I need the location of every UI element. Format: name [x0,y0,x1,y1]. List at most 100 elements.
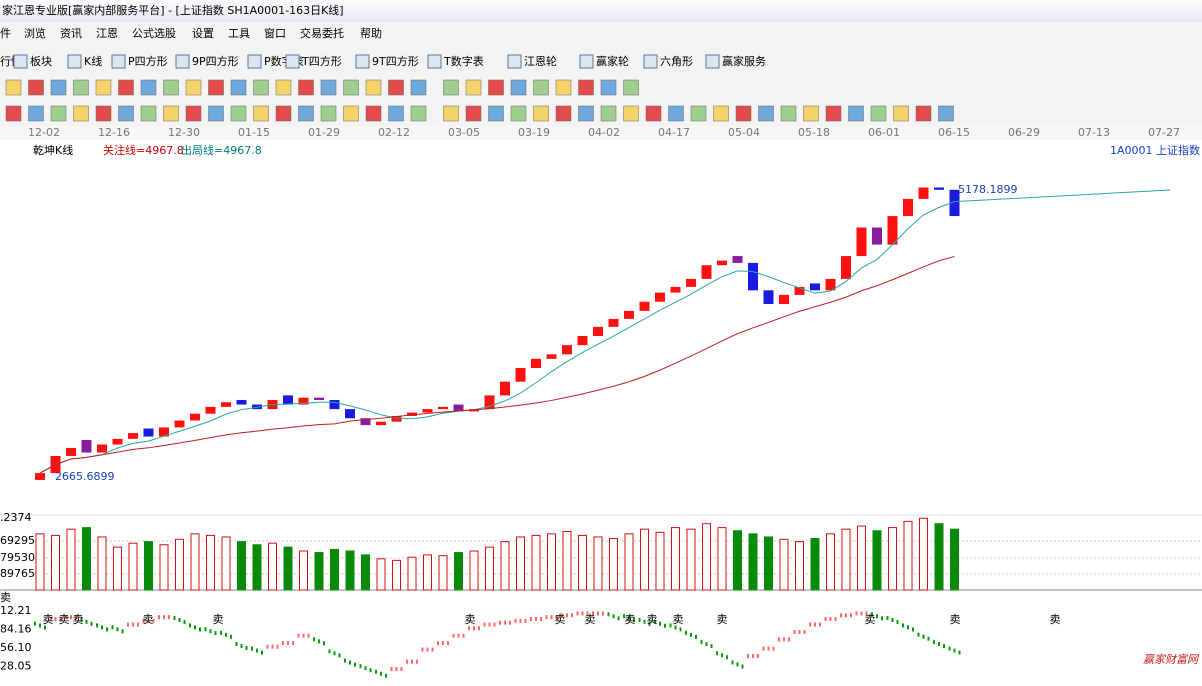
tool-icon[interactable] [643,54,658,69]
tool-icon[interactable] [410,105,427,122]
tool-icon[interactable] [118,79,134,96]
tool-icon[interactable] [780,105,797,122]
tool-icon[interactable] [118,105,134,122]
tool-icon[interactable] [275,105,292,122]
tool-icon[interactable] [735,105,752,122]
tool-icon[interactable] [67,54,82,69]
menu-item[interactable]: 资讯 [60,27,82,40]
tool-icon[interactable] [365,79,382,96]
tool-icon[interactable] [230,105,247,122]
tool-button[interactable]: 六角形 [660,55,693,68]
menu-item[interactable]: 设置 [192,27,214,40]
tool-icon[interactable] [320,79,337,96]
tool-button[interactable]: 板块 [30,54,52,68]
tool-icon[interactable] [938,105,954,122]
tool-icon[interactable] [507,54,522,69]
tool-icon[interactable] [163,79,179,96]
tool-icon[interactable] [73,105,89,122]
tool-icon[interactable] [388,105,404,122]
tool-icon[interactable] [915,105,932,122]
menu-item[interactable]: 浏览 [24,26,46,40]
tool-icon[interactable] [163,105,179,122]
tool-icon[interactable] [5,79,22,96]
tool-icon[interactable] [388,79,404,96]
tool-button[interactable]: T数字表 [443,54,484,68]
tool-button[interactable]: 赢家服务 [722,54,766,68]
tool-icon[interactable] [185,105,202,122]
tool-icon[interactable] [825,105,842,122]
tool-icon[interactable] [578,105,594,122]
menu-item[interactable]: 工具 [228,27,250,40]
tool-icon[interactable] [893,105,909,122]
tool-icon[interactable] [253,105,269,122]
tool-icon[interactable] [50,79,67,96]
tool-icon[interactable] [668,105,684,122]
tool-icon[interactable] [13,54,28,69]
tool-icon[interactable] [50,105,67,122]
tool-icon[interactable] [600,79,617,96]
tool-icon[interactable] [870,105,887,122]
tool-icon[interactable] [578,79,594,96]
tool-icon[interactable] [533,79,549,96]
tool-icon[interactable] [510,79,527,96]
menu-item[interactable]: 江恩 [96,27,118,40]
tool-button[interactable]: T四方形 [301,54,342,68]
tool-icon[interactable] [488,105,504,122]
tool-icon[interactable] [343,105,359,122]
tool-icon[interactable] [579,54,594,69]
tool-icon[interactable] [443,79,459,96]
tool-icon[interactable] [555,105,572,122]
tool-icon[interactable] [427,54,442,69]
menu-item[interactable]: 件 [0,27,11,40]
tool-icon[interactable] [713,105,729,122]
tool-icon[interactable] [208,79,224,96]
tool-button[interactable]: 赢家轮 [596,54,629,68]
tool-icon[interactable] [185,79,202,96]
tool-icon[interactable] [465,79,482,96]
tool-icon[interactable] [140,105,157,122]
tool-icon[interactable] [510,105,527,122]
menu-item[interactable]: 交易委托 [300,26,344,40]
tool-button[interactable]: 9P四方形 [192,54,239,68]
tool-icon[interactable] [533,105,549,122]
tool-icon[interactable] [465,105,482,122]
tool-icon[interactable] [111,54,126,69]
tool-icon[interactable] [848,105,864,122]
tool-icon[interactable] [28,79,44,96]
tool-icon[interactable] [600,105,617,122]
tool-icon[interactable] [95,79,112,96]
tool-icon[interactable] [275,79,292,96]
tool-icon[interactable] [230,79,247,96]
tool-icon[interactable] [365,105,382,122]
tool-icon[interactable] [247,54,262,69]
tool-icon[interactable] [140,79,157,96]
tool-icon[interactable] [645,105,662,122]
tool-button[interactable]: 江恩轮 [524,54,557,68]
tool-icon[interactable] [285,54,300,69]
tool-button[interactable]: 9T四方形 [372,54,419,68]
tool-icon[interactable] [95,105,112,122]
tool-icon[interactable] [410,79,427,96]
tool-button[interactable]: P四方形 [128,54,168,68]
tool-icon[interactable] [208,105,224,122]
tool-icon[interactable] [28,105,44,122]
tool-icon[interactable] [343,79,359,96]
tool-icon[interactable] [690,105,707,122]
tool-icon[interactable] [73,79,89,96]
tool-icon[interactable] [758,105,774,122]
tool-icon[interactable] [488,79,504,96]
tool-icon[interactable] [253,79,269,96]
tool-icon[interactable] [443,105,459,122]
tool-icon[interactable] [320,105,337,122]
tool-icon[interactable] [355,54,370,69]
tool-icon[interactable] [175,54,190,69]
tool-icon[interactable] [623,79,639,96]
tool-icon[interactable] [298,79,314,96]
tool-icon[interactable] [298,105,314,122]
menu-item[interactable]: 帮助 [360,26,382,40]
tool-icon[interactable] [803,105,819,122]
tool-icon[interactable] [555,79,572,96]
tool-icon[interactable] [623,105,639,122]
menu-item[interactable]: 公式选股 [132,27,176,40]
menu-item[interactable]: 窗口 [264,26,286,40]
